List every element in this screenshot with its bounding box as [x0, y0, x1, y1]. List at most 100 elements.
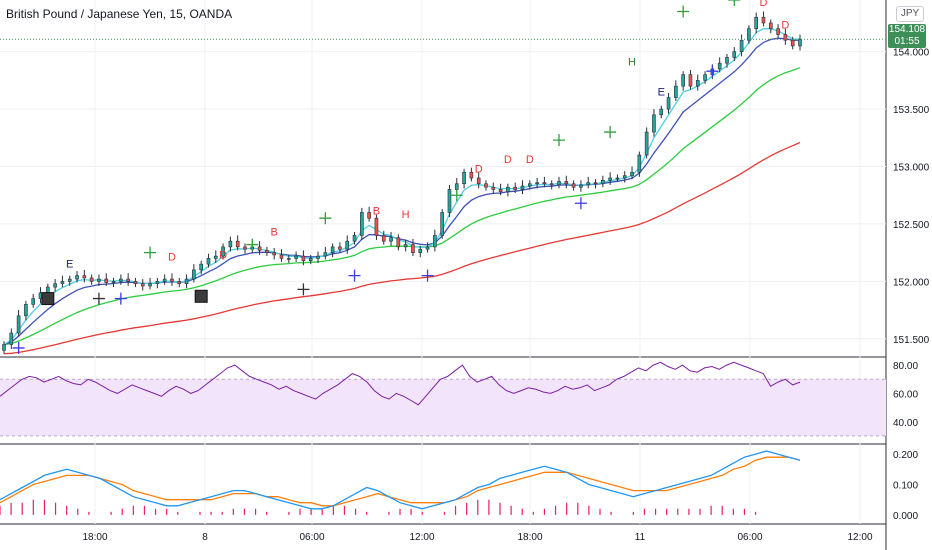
signal-letter-marker: D [475, 163, 483, 175]
candle [2, 344, 6, 351]
candle [389, 237, 393, 242]
candle [294, 255, 298, 259]
candle [462, 171, 466, 185]
candle [279, 254, 284, 259]
candle [360, 212, 364, 236]
signal-plus-marker [728, 0, 741, 6]
candle [301, 255, 306, 261]
macd-line [0, 450, 801, 510]
signal-box-marker [41, 292, 55, 306]
candle [659, 108, 664, 116]
rsi-tick-label: 80.00 [893, 361, 918, 372]
x-tick-label: 12:00 [409, 532, 434, 543]
currency-badge[interactable]: JPY [896, 6, 924, 22]
candle [506, 186, 510, 193]
chart-title: British Pound / Japanese Yen, 15, OANDA [6, 7, 233, 21]
candle [192, 269, 196, 280]
candle [586, 182, 591, 186]
candle [783, 34, 788, 41]
candle [272, 252, 277, 256]
ema-long-line [3, 141, 801, 355]
candle [323, 252, 328, 257]
candle [257, 246, 262, 251]
signal-letter-marker: B [271, 226, 278, 238]
candle [162, 278, 167, 282]
candle [24, 304, 28, 317]
x-tick-label: 11 [635, 532, 646, 543]
candle [447, 189, 452, 213]
candle [111, 281, 116, 283]
candle [82, 275, 87, 279]
signal-plus-marker [348, 269, 361, 282]
candle [374, 217, 379, 236]
candle [520, 185, 525, 190]
candle [155, 281, 160, 284]
macd-tick-label: 0.100 [893, 481, 918, 492]
signal-plus-marker [319, 212, 332, 225]
candle [221, 246, 225, 257]
y-tick-label: 151.500 [893, 335, 930, 346]
candle [681, 74, 685, 87]
candle [16, 315, 21, 334]
candle [674, 85, 678, 98]
candle [206, 258, 211, 265]
candle [527, 183, 532, 187]
candle [170, 278, 174, 282]
candle [89, 277, 94, 282]
candle [396, 237, 401, 248]
ema-fast-line [3, 28, 800, 346]
y-tick-label: 152.500 [893, 220, 930, 231]
signal-plus-marker [92, 292, 105, 305]
signal-letter-marker: E [658, 86, 665, 98]
x-tick-label: 18:00 [517, 532, 542, 543]
candle [381, 235, 386, 242]
signal-plus-marker [297, 283, 310, 296]
signal-plus-marker [604, 126, 617, 139]
candle [330, 246, 335, 253]
candle [67, 278, 72, 282]
signal-letter-marker: D [781, 20, 789, 32]
candle [542, 182, 547, 185]
candle [199, 263, 203, 271]
candle [243, 246, 247, 250]
candle [601, 179, 605, 185]
candle [637, 154, 642, 173]
candle [53, 283, 57, 288]
candle [666, 97, 671, 110]
signal-box-marker [194, 289, 208, 303]
candle [695, 80, 700, 87]
candle [761, 16, 766, 24]
y-tick-label: 152.000 [893, 277, 930, 288]
candle [228, 240, 233, 248]
candle [747, 28, 751, 41]
candle [476, 177, 481, 185]
candle [513, 186, 517, 190]
rsi-tick-label: 40.00 [893, 418, 918, 429]
candle [126, 278, 130, 282]
candle [133, 281, 138, 284]
candle [352, 235, 357, 242]
candle [564, 181, 569, 185]
candle [717, 62, 722, 70]
signal-letter-marker: D [219, 249, 227, 261]
signal-letter-marker: D [760, 0, 768, 9]
candle [571, 183, 576, 188]
x-tick-label: 8 [202, 532, 208, 543]
candle [235, 240, 240, 248]
signal-plus-marker [706, 65, 719, 78]
candle [104, 278, 109, 283]
candle [440, 212, 444, 236]
candle [798, 38, 802, 47]
y-tick-label: 154.000 [893, 48, 930, 59]
rsi-tick-label: 60.00 [893, 389, 918, 400]
candle [549, 183, 554, 186]
last-price-tag: 154.108 01:55 [888, 24, 926, 48]
candle [9, 332, 14, 345]
ema-slow-line [3, 67, 801, 346]
candle [287, 258, 291, 260]
candle [184, 278, 189, 284]
candle [608, 177, 612, 181]
candle [652, 114, 656, 133]
signal-plus-marker [677, 5, 690, 18]
